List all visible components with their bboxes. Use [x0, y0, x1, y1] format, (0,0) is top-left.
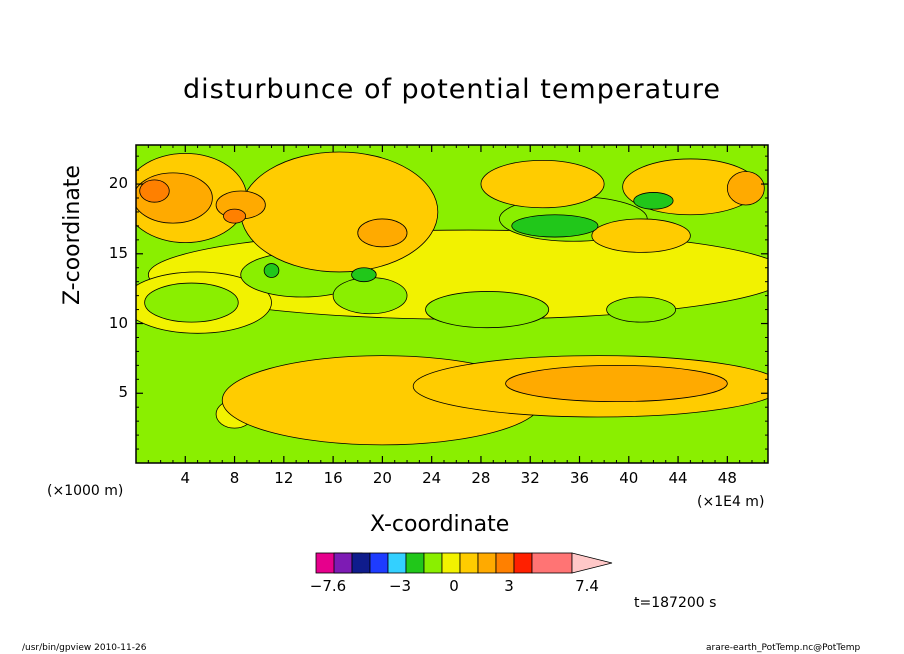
x-tick-label: 32	[520, 469, 540, 487]
x-axis	[147, 145, 765, 463]
x-tick-label: 28	[471, 469, 491, 487]
contour-region	[505, 364, 728, 403]
colorbar-box	[495, 552, 515, 574]
contour-region	[425, 291, 550, 329]
colorbar	[315, 552, 613, 574]
colorbar-label: 7.4	[575, 577, 599, 595]
contour-region	[332, 277, 408, 315]
time-label: t=187200 s	[634, 595, 717, 611]
x-tick-label: 24	[422, 469, 442, 487]
x-unit-label: (×1000 m)	[47, 483, 124, 499]
colorbar-box	[423, 552, 443, 574]
x-tick-label: 48	[717, 469, 737, 487]
x-axis-label: X-coordinate	[370, 512, 510, 537]
x-tick-label: 44	[668, 469, 688, 487]
colorbar-box	[405, 552, 425, 574]
contour-region	[144, 282, 239, 323]
contour-region	[591, 218, 691, 253]
contour-field	[136, 145, 768, 463]
contour-region	[139, 179, 170, 203]
x-tick-label: 16	[323, 469, 343, 487]
y-axis	[136, 155, 768, 450]
contour-region	[351, 267, 377, 283]
y-tick-label: 5	[118, 383, 128, 402]
footer-left: /usr/bin/gpview 2010-11-26	[22, 643, 147, 653]
contour-region	[726, 171, 765, 206]
y-axis-label: Z-coordinate	[60, 165, 85, 305]
x-tick-label: 12	[274, 469, 294, 487]
x-tick-label: 20	[372, 469, 392, 487]
y-tick-label: 10	[108, 313, 128, 332]
x-tick-label: 40	[619, 469, 639, 487]
colorbar-box	[351, 552, 371, 574]
contour-region	[240, 151, 439, 273]
contour-region	[223, 208, 247, 224]
colorbar-arrow	[571, 552, 613, 574]
colorbar-box	[333, 552, 353, 574]
chart-title: disturbunce of potential temperature	[183, 74, 721, 105]
x-tick-label: 4	[180, 469, 191, 487]
colorbar-label: 3	[504, 577, 514, 595]
contour-region	[606, 296, 677, 323]
colorbar-box	[369, 552, 389, 574]
colorbar-box	[531, 552, 573, 574]
contour-region	[480, 159, 605, 209]
colorbar-box	[513, 552, 533, 574]
y-tick-label: 15	[108, 243, 128, 262]
colorbar-box	[387, 552, 407, 574]
footer-right: arare-earth_PotTemp.nc@PotTemp	[706, 643, 861, 653]
contour-region	[357, 218, 408, 248]
x-tick-label: 8	[229, 469, 240, 487]
contour-region	[263, 263, 280, 278]
x-tick-label: 36	[569, 469, 590, 487]
contour-region	[633, 192, 674, 210]
colorbar-label: 0	[449, 577, 459, 595]
y-tick-label: 20	[108, 174, 128, 193]
colorbar-box	[441, 552, 461, 574]
x-scale-note: (×1E4 m)	[697, 494, 765, 510]
colorbar-label: −3	[388, 577, 412, 595]
colorbar-label: −7.6	[309, 577, 347, 595]
colorbar-box	[477, 552, 497, 574]
contour-region	[511, 214, 599, 238]
colorbar-box	[459, 552, 479, 574]
plot-frame	[135, 144, 769, 464]
